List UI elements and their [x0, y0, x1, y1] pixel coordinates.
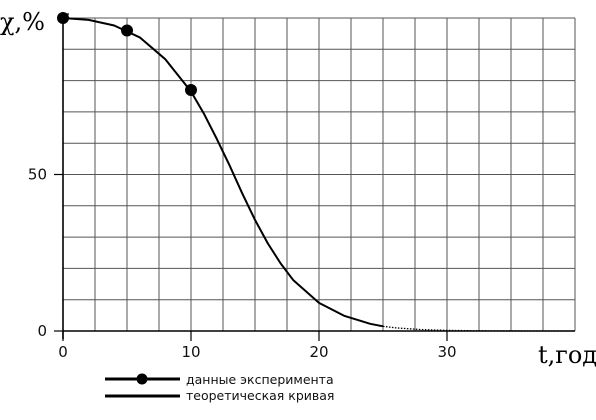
experimental-point [121, 24, 133, 37]
tick-labels: 0 10 20 30 0 50 [28, 166, 457, 362]
x-tick-label: 20 [309, 343, 328, 361]
x-tick-label: 10 [181, 343, 200, 361]
legend-marker-experimental [136, 373, 148, 385]
x-tick-label: 30 [437, 343, 456, 361]
experimental-point [57, 12, 69, 24]
grid [62, 17, 576, 332]
experimental-point [185, 83, 197, 96]
x-tick-label: 0 [58, 343, 68, 361]
x-axis-label: t,год [538, 341, 596, 369]
theoretical-curve [62, 17, 384, 328]
axes [54, 13, 575, 341]
y-tick-label: 0 [37, 322, 47, 340]
experimental-points-layer [57, 12, 197, 96]
legend-label-theoretical: теоретическая кривая [186, 388, 334, 403]
legend: данные эксперимента теоретическая кривая [105, 372, 334, 403]
legend-label-experimental: данные эксперимента [186, 372, 334, 387]
y-axis-label: χ,% [0, 8, 45, 36]
theoretical-curve-tail [382, 325, 575, 332]
theoretical-curve-layer [62, 17, 575, 332]
y-tick-label: 50 [28, 166, 47, 184]
